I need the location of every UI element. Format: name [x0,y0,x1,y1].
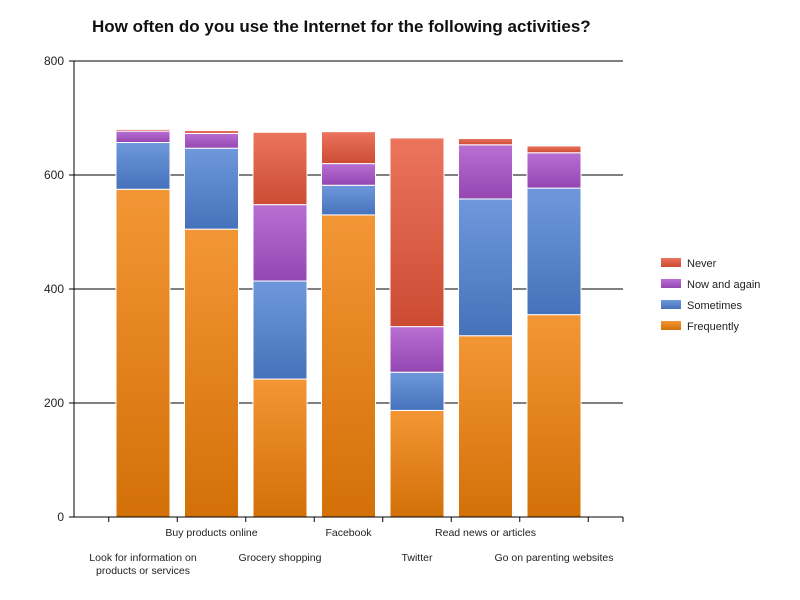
bar-segment-now-and-again [252,204,308,282]
x-category-label: Go on parenting websites [494,552,613,564]
bar-segment-never [458,138,513,146]
legend-swatch [661,321,681,330]
bar-segment-sometimes [321,184,376,216]
bar-segment-frequently [184,228,239,518]
legend: Never Now and again Sometimes Frequently [661,258,760,333]
bar-segment-frequently [115,188,171,518]
bar-segment-now-and-again [321,163,376,186]
bar-segment-sometimes [184,147,239,230]
bar-segment-frequently [252,378,308,518]
chart-title: How often do you use the Internet for th… [92,17,591,36]
bar-segment-now-and-again [115,130,171,144]
y-tick-label: 600 [44,168,64,182]
legend-label: Never [687,258,717,270]
x-category-label: Buy products online [165,527,257,539]
x-category-label: Grocery shopping [239,552,322,564]
bar-segment-never [526,145,582,154]
bar-segment-frequently [526,314,582,518]
bar-segment-never [115,128,171,132]
x-category-label: Twitter [402,552,433,564]
legend-label: Sometimes [687,300,743,312]
legend-label: Now and again [687,279,760,291]
legend-swatch [661,300,681,309]
axes: 0 200 400 600 800 Look for information onprod… [44,54,624,577]
bar-segment-never [389,137,445,328]
y-tick-label: 800 [44,54,64,68]
bar-segment-frequently [321,214,376,518]
x-category-label: Look for information on [89,552,197,564]
y-tick-label: 400 [44,282,64,296]
bar-segment-never [321,131,376,165]
legend-label: Frequently [687,321,739,333]
bar-segment-frequently [458,335,513,518]
x-category-label: Facebook [325,527,372,539]
bar-segment-now-and-again [458,144,513,200]
bar-segment-sometimes [526,187,582,316]
bar-segment-sometimes [389,371,445,411]
x-category-label: Read news or articles [435,527,536,539]
x-category-label: products or services [96,565,190,577]
bar-segment-sometimes [115,142,171,190]
bar-segment-never [252,131,308,206]
bar-segment-frequently [389,409,445,518]
bar-segment-now-and-again [389,326,445,373]
legend-swatch [661,258,681,267]
y-tick-label: 200 [44,396,64,410]
y-tick-label: 0 [57,510,64,524]
bar-segment-sometimes [252,280,308,380]
legend-swatch [661,279,681,288]
bar-segment-now-and-again [526,152,582,189]
bar-segment-sometimes [458,198,513,337]
bar-segment-now-and-again [184,132,239,149]
bars [115,128,582,518]
bar-segment-never [184,130,239,134]
